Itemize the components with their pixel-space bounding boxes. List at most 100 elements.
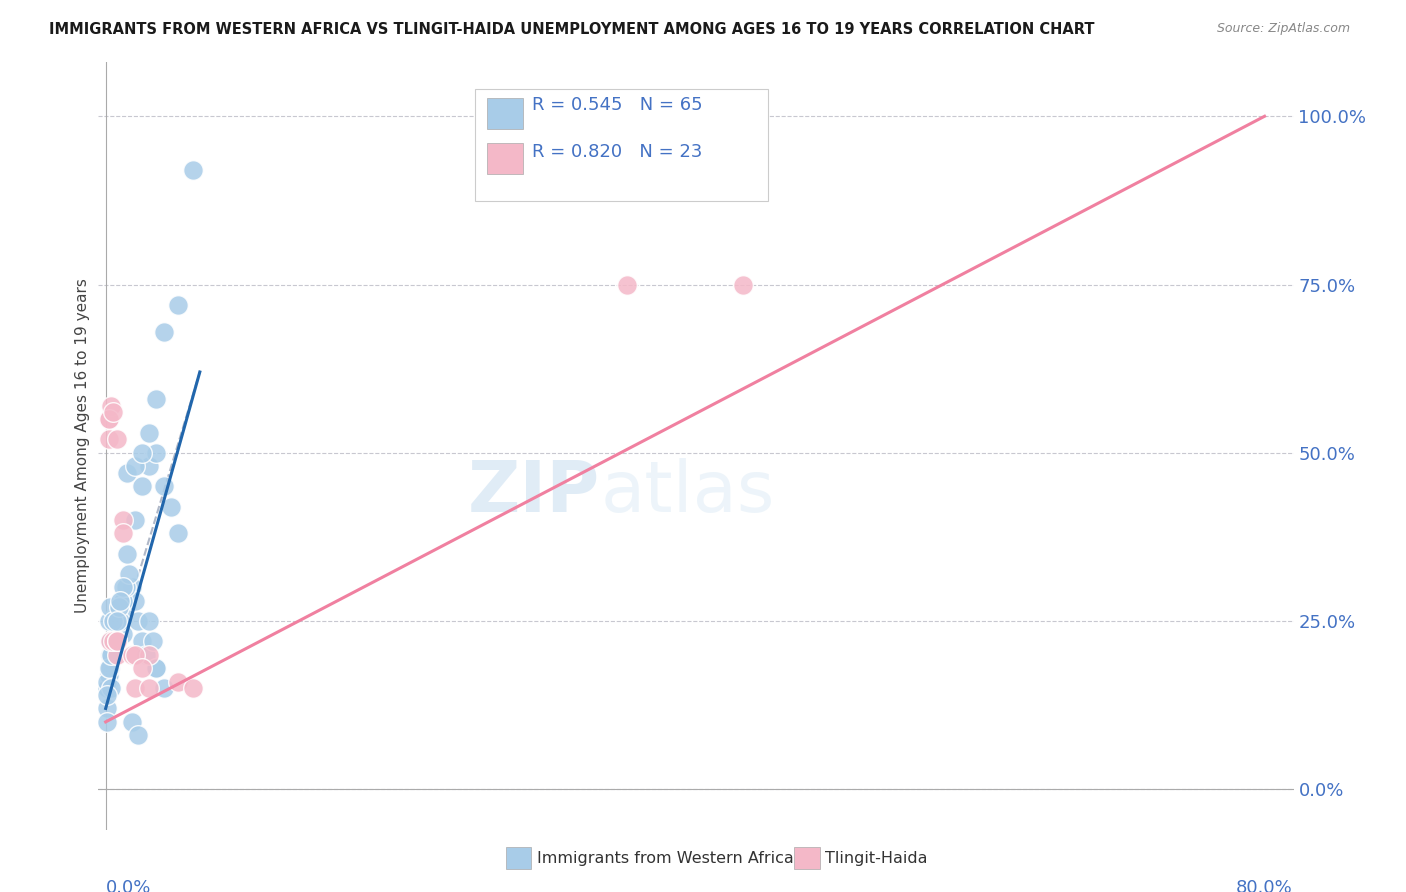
Point	[152, 479, 174, 493]
Point	[118, 566, 141, 581]
Point	[131, 661, 153, 675]
Point	[100, 399, 122, 413]
Text: IMMIGRANTS FROM WESTERN AFRICA VS TLINGIT-HAIDA UNEMPLOYMENT AMONG AGES 16 TO 19: IMMIGRANTS FROM WESTERN AFRICA VS TLINGI…	[49, 22, 1095, 37]
Point	[167, 674, 190, 689]
Point	[104, 640, 127, 655]
Point	[112, 627, 135, 641]
FancyBboxPatch shape	[486, 143, 523, 174]
Point	[117, 600, 139, 615]
Point	[121, 648, 143, 662]
Point	[160, 500, 183, 514]
Point	[112, 580, 135, 594]
Point	[103, 648, 125, 662]
Point	[97, 667, 120, 681]
Text: 80.0%: 80.0%	[1236, 880, 1294, 892]
Point	[96, 714, 118, 729]
Point	[98, 634, 121, 648]
Point	[105, 634, 128, 648]
Text: Tlingit-Haida: Tlingit-Haida	[825, 851, 928, 865]
Text: ZIP: ZIP	[468, 458, 600, 526]
Point	[112, 594, 135, 608]
Point	[145, 661, 167, 675]
Point	[105, 432, 128, 446]
Point	[121, 714, 143, 729]
Point	[97, 412, 120, 426]
Point	[127, 728, 149, 742]
Point	[131, 446, 153, 460]
Y-axis label: Unemployment Among Ages 16 to 19 years: Unemployment Among Ages 16 to 19 years	[75, 278, 90, 614]
Point	[100, 648, 122, 662]
Point	[103, 634, 125, 648]
Point	[142, 634, 165, 648]
Point	[731, 277, 754, 292]
Point	[98, 600, 121, 615]
Point	[101, 648, 124, 662]
Point	[101, 648, 124, 662]
Point	[112, 526, 135, 541]
Point	[138, 648, 160, 662]
Point	[124, 513, 146, 527]
Point	[115, 580, 138, 594]
Point	[138, 425, 160, 440]
FancyBboxPatch shape	[486, 98, 523, 129]
Point	[97, 674, 120, 689]
Point	[152, 681, 174, 696]
Point	[112, 513, 135, 527]
Point	[100, 654, 122, 668]
Point	[167, 526, 190, 541]
Point	[108, 594, 131, 608]
Point	[135, 648, 157, 662]
Point	[181, 163, 204, 178]
Point	[145, 446, 167, 460]
Point	[117, 466, 139, 480]
Point	[138, 459, 160, 474]
Point	[101, 634, 124, 648]
Text: 0.0%: 0.0%	[105, 880, 150, 892]
Point	[97, 432, 120, 446]
Point	[97, 412, 120, 426]
Point	[108, 614, 131, 628]
Point	[124, 459, 146, 474]
Text: R = 0.545   N = 65: R = 0.545 N = 65	[533, 95, 703, 113]
Point	[101, 405, 124, 419]
Text: atlas: atlas	[600, 458, 775, 526]
Point	[167, 298, 190, 312]
Point	[105, 634, 128, 648]
Point	[105, 634, 128, 648]
Point	[98, 648, 121, 662]
Point	[108, 614, 131, 628]
Point	[107, 600, 129, 615]
Text: Immigrants from Western Africa: Immigrants from Western Africa	[537, 851, 794, 865]
Point	[127, 614, 149, 628]
Point	[98, 661, 121, 675]
Point	[96, 701, 118, 715]
Point	[96, 688, 118, 702]
Point	[98, 634, 121, 648]
Point	[152, 325, 174, 339]
Point	[138, 614, 160, 628]
Point	[105, 634, 128, 648]
Point	[124, 681, 146, 696]
Point	[105, 648, 128, 662]
Point	[103, 634, 125, 648]
Point	[105, 614, 128, 628]
Point	[616, 277, 638, 292]
Point	[131, 634, 153, 648]
Point	[121, 580, 143, 594]
Point	[100, 681, 122, 696]
Point	[124, 594, 146, 608]
Point	[131, 479, 153, 493]
Point	[98, 661, 121, 675]
Point	[181, 681, 204, 696]
Point	[101, 614, 124, 628]
Point	[97, 661, 120, 675]
Point	[138, 681, 160, 696]
Point	[117, 547, 139, 561]
Point	[97, 614, 120, 628]
Point	[96, 681, 118, 696]
Point	[145, 392, 167, 406]
Text: R = 0.820   N = 23: R = 0.820 N = 23	[533, 144, 703, 161]
Point	[124, 648, 146, 662]
Point	[145, 661, 167, 675]
Point	[96, 674, 118, 689]
